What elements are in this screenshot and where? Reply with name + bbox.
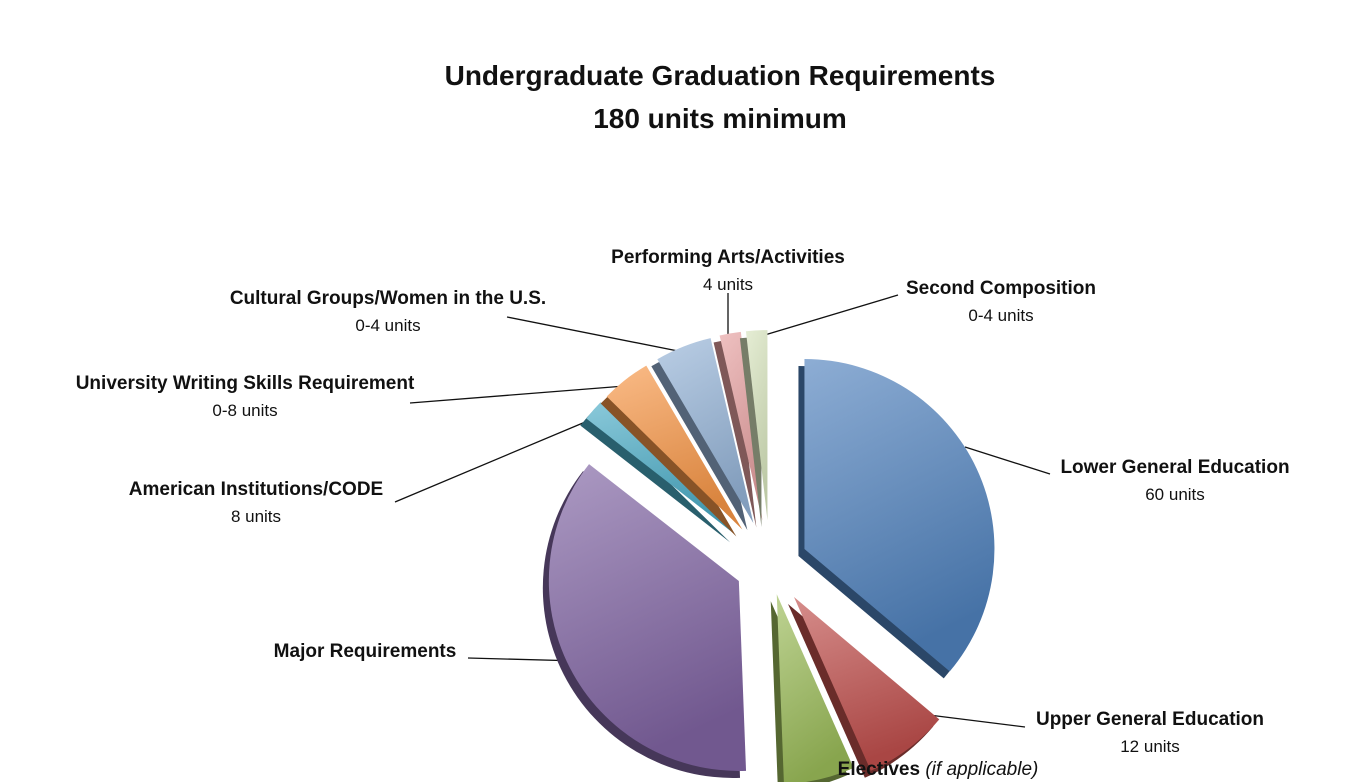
pie-slice-performing-arts-activities	[719, 331, 763, 521]
slice-label-name: American Institutions/CODE	[128, 479, 384, 500]
slice-label-units: 60 units	[1145, 485, 1205, 504]
slice-label-name: Performing Arts/Activities	[611, 247, 845, 268]
leader-line	[394, 419, 591, 503]
pie-slice-depth	[651, 345, 748, 531]
pie-slice-upper-general-education	[793, 597, 940, 771]
slice-label-name: University Writing Skills Requirement	[75, 373, 415, 394]
slice-label-units: 0-4 units	[968, 306, 1034, 325]
slice-label-name: Major Requirements	[273, 641, 457, 662]
slice-label: Performing Arts/Activities 4 units	[611, 244, 845, 298]
pie-slice-university-writing-skills-requirement	[606, 365, 743, 530]
slice-label-note: (if applicable)	[920, 759, 1039, 780]
pie-slice-cultural-groups-women-in-the-u-s-	[657, 338, 754, 524]
chart-title: Undergraduate Graduation Requirements	[444, 60, 996, 91]
leader-line	[506, 316, 684, 353]
slice-label-units: 8 units	[230, 507, 282, 526]
slice-label-units: 4 units	[702, 275, 754, 294]
chart-subtitle: 180 units minimum	[593, 103, 847, 134]
leader-line	[964, 446, 1051, 475]
slice-label: Second Composition 0-4 units	[906, 275, 1096, 329]
slice-label-name: Lower General Education	[1060, 457, 1290, 478]
slice-label-name: Cultural Groups/Women in the U.S.	[229, 288, 547, 309]
pie-slice-depth	[713, 338, 757, 528]
slice-label: Upper General Education 12 units	[1036, 706, 1264, 760]
pie-slice-lower-general-education	[804, 358, 995, 672]
pie-slice-electives	[776, 594, 854, 782]
slice-label-name: Electives	[837, 759, 921, 780]
pie-slice-american-institutions-code	[586, 402, 737, 536]
pie-slice-major-requirements	[548, 464, 747, 771]
slice-label: Major Requirements	[274, 638, 457, 665]
slice-label: Electives (if applicable)	[838, 756, 1039, 783]
slice-label: University Writing Skills Requirement 0-8…	[76, 370, 415, 424]
slice-label: American Institutions/CODE 8 units	[129, 476, 383, 530]
slice-label: Lower General Education 60 units	[1060, 454, 1289, 508]
slice-label-units: 0-8 units	[212, 401, 278, 420]
leader-line	[757, 294, 899, 338]
leader-line	[409, 385, 626, 404]
slice-label-units: 12 units	[1120, 737, 1180, 756]
slice-label-units: 0-4 units	[355, 316, 421, 335]
slice-label-name: Upper General Education	[1035, 709, 1265, 730]
slice-label: Cultural Groups/Women in the U.S. 0-4 uni…	[230, 285, 546, 339]
pie-slice-second-composition	[745, 330, 768, 521]
slice-label-name: Second Composition	[906, 278, 1096, 299]
